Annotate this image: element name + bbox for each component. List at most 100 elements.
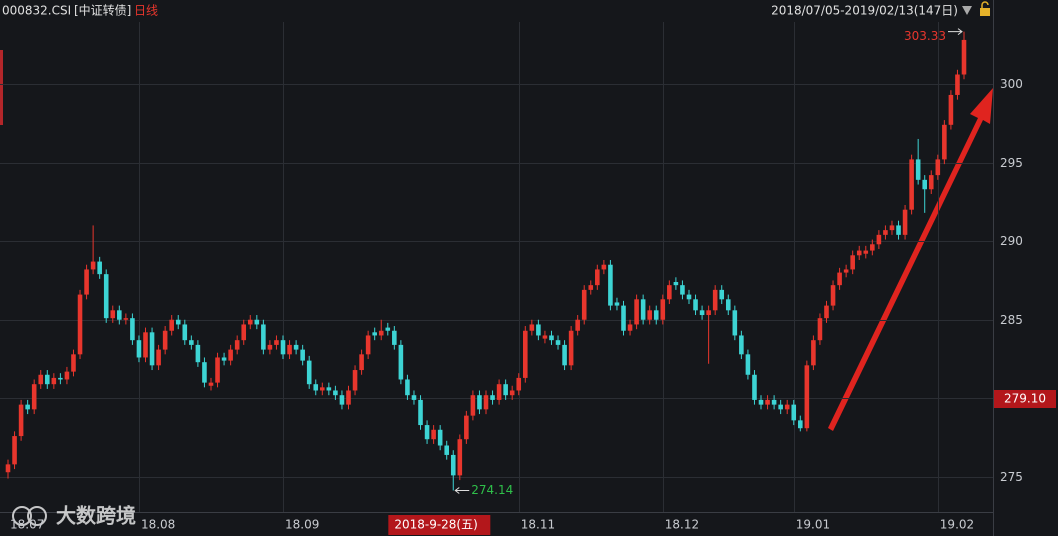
candle-body [948, 94, 954, 125]
candle-body [915, 159, 921, 180]
candle-body [490, 395, 495, 400]
candle-body [542, 335, 548, 339]
candle-body [575, 319, 580, 331]
chart-subtitle: [中证转债] [74, 3, 131, 18]
trend-arrow [828, 88, 993, 431]
candle-body [103, 274, 109, 319]
candle-body [870, 244, 875, 251]
candle-body [326, 387, 332, 391]
candle-body [437, 429, 443, 446]
candle-body [320, 387, 325, 391]
candle-body [123, 318, 129, 320]
chart-title: 000832.CSI [2, 4, 71, 18]
x-tick-label: 18.07 [10, 518, 44, 532]
x-tick-label: 18.12 [665, 518, 699, 532]
candle-body [228, 349, 233, 361]
candle-body [653, 310, 659, 320]
candle-body [699, 310, 705, 316]
candle-body [189, 340, 194, 345]
candle-body [215, 357, 220, 383]
candle-body [595, 269, 600, 286]
candle-body [680, 285, 685, 295]
candle-body [333, 390, 338, 396]
candle-body [84, 269, 89, 295]
candle-body [673, 282, 679, 286]
candle-body [339, 395, 345, 405]
candle-body [693, 299, 698, 311]
candle-body [798, 420, 803, 429]
candle-body [522, 330, 528, 378]
candle-body [889, 225, 895, 231]
candle-body [280, 340, 286, 355]
candle-body [477, 395, 482, 410]
candle-body [667, 285, 672, 300]
candle-body [234, 340, 240, 350]
candle-body [313, 384, 319, 391]
candle-body [824, 305, 829, 319]
candle-body [758, 399, 764, 405]
candle-body [725, 299, 731, 311]
candle-body [365, 335, 371, 355]
candle-body [274, 340, 279, 345]
candle-body [830, 285, 836, 306]
x-tick-label: 19.01 [796, 518, 830, 532]
candle-body [202, 362, 207, 383]
candle-body [909, 159, 914, 210]
candle-body [261, 324, 266, 350]
candle-body [293, 344, 299, 350]
low-pointer [454, 487, 470, 494]
candle-body [765, 399, 770, 405]
candle-body [660, 299, 666, 320]
candle-body [385, 327, 391, 331]
watermark: 大数跨境 [12, 504, 136, 528]
candle-body [359, 354, 364, 371]
y-tick-label: 285 [1000, 313, 1023, 327]
candle-body [444, 445, 450, 455]
candle-body [182, 324, 188, 341]
candle-body [12, 436, 17, 465]
candle-body [418, 399, 423, 426]
candle-body [247, 319, 253, 325]
dropdown-icon[interactable] [962, 6, 972, 15]
candle-body [175, 319, 181, 325]
lock-icon[interactable] [980, 1, 990, 16]
candle-body [457, 439, 463, 476]
candle-body [424, 425, 430, 440]
candle-body [208, 382, 214, 386]
candle-body [752, 374, 757, 400]
candle-body [411, 395, 417, 400]
candle-body [496, 384, 502, 400]
candle-body [221, 357, 227, 361]
candle-body [71, 354, 76, 372]
candle-body [856, 250, 862, 256]
candle-body [195, 344, 201, 363]
price-label-box [994, 390, 1056, 408]
candle-body [896, 225, 901, 235]
candle-body [843, 269, 849, 273]
candle-body [850, 255, 855, 270]
candle-body [739, 335, 744, 355]
range-label[interactable]: 2018/07/05-2019/02/13(147日) [771, 4, 958, 18]
candle-body [352, 370, 358, 391]
candle-body [241, 324, 247, 341]
candle-body [18, 404, 24, 437]
candle-body [608, 264, 613, 306]
candle-body [745, 354, 751, 375]
candle-body [961, 39, 967, 75]
candle-body [627, 324, 633, 331]
candle-body [97, 261, 102, 275]
candle-body [529, 324, 535, 331]
candle-body [555, 340, 561, 345]
candle-body [791, 404, 797, 421]
candle-body [44, 374, 50, 385]
candle-body [804, 365, 810, 429]
candle-body [509, 390, 515, 396]
y-tick-label: 290 [1000, 234, 1023, 248]
x-tick-label: 18.09 [285, 518, 319, 532]
candle-body [568, 330, 574, 366]
candle-body [549, 335, 554, 341]
candle-body [169, 319, 174, 331]
side-marker [0, 50, 3, 125]
candle-body [398, 344, 404, 380]
